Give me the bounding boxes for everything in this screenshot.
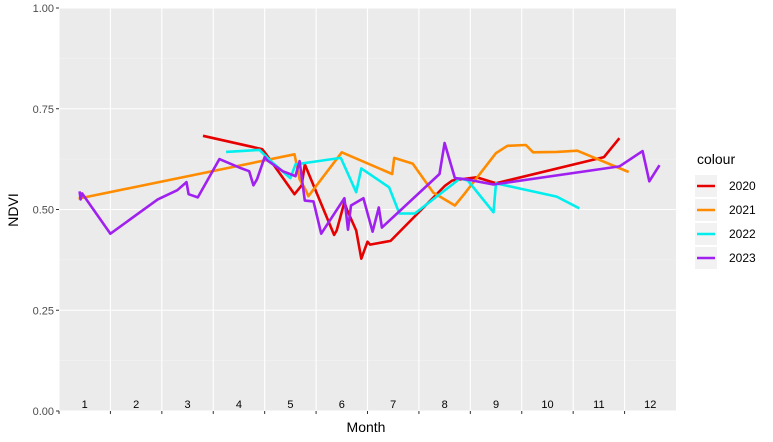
x-axis-title: Month [347, 419, 386, 435]
month-label: 6 [339, 399, 345, 411]
legend-label-2022: 2022 [729, 227, 756, 241]
y-axis-title: NDVI [5, 193, 21, 226]
legend-title: colour [697, 151, 735, 167]
legend-label-2023: 2023 [729, 251, 756, 265]
month-label: 5 [287, 399, 293, 411]
legend-label-2021: 2021 [729, 203, 756, 217]
series-line-2020 [202, 134, 621, 261]
y-tick-label: 0.00 [33, 406, 54, 418]
y-tick-label: 0.75 [33, 104, 54, 116]
month-label: 1 [82, 399, 88, 411]
month-label: 10 [541, 399, 553, 411]
month-label: 8 [442, 399, 448, 411]
month-label: 2 [133, 399, 139, 411]
y-tick-label: 1.00 [33, 3, 54, 15]
month-label: 7 [390, 399, 396, 411]
month-label: 3 [184, 399, 190, 411]
month-labels: 1 2 3 4 5 6 7 8 9 10 11 12 [82, 399, 657, 411]
month-label: 12 [644, 399, 656, 411]
month-label: 4 [236, 399, 242, 411]
data-series [78, 134, 661, 261]
y-tick-label: 0.25 [33, 305, 54, 317]
month-label: 9 [493, 399, 499, 411]
series-line-2023 [78, 141, 661, 235]
y-tick-label: 0.50 [33, 205, 54, 217]
series-line-2021 [78, 143, 630, 207]
month-label: 11 [593, 399, 604, 411]
legend-label-2020: 2020 [729, 179, 756, 193]
y-axis: 0.00 0.25 0.50 0.75 1.00 [33, 3, 626, 418]
legend: colour 2020 2021 2022 2023 [695, 151, 756, 269]
